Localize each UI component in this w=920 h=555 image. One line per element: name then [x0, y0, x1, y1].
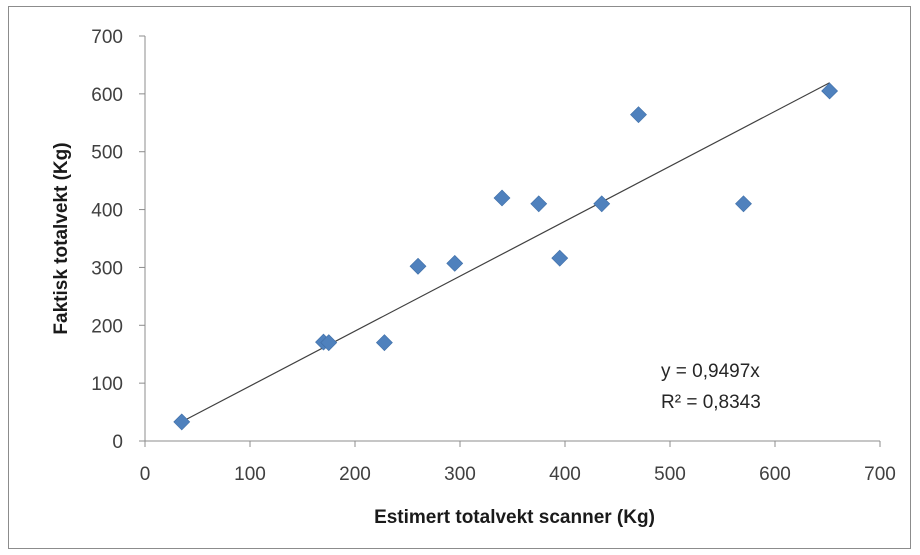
- y-axis-title: Faktisk totalvekt (Kg): [51, 142, 72, 334]
- x-tick-label: 500: [654, 464, 686, 485]
- x-tick-label: 300: [444, 464, 476, 485]
- data-point: [735, 195, 752, 213]
- y-tick-label: 200: [91, 316, 123, 337]
- y-tick-label: 500: [91, 143, 123, 164]
- data-point: [630, 106, 647, 124]
- y-tick-label: 0: [112, 432, 123, 453]
- x-axis-ticks: 0 100 200 300 400 500 600 700: [140, 441, 896, 485]
- data-point: [821, 82, 839, 100]
- data-point: [530, 195, 548, 213]
- x-tick-label: 600: [759, 464, 791, 485]
- plot-area: 0 100 200 300 400 500 600 700 0 100 200 300 400 500 6…: [91, 27, 896, 485]
- data-point: [446, 254, 464, 272]
- x-tick-label: 400: [549, 464, 581, 485]
- y-tick-label: 700: [91, 27, 123, 48]
- data-point: [593, 195, 611, 213]
- x-tick-label: 0: [140, 464, 151, 485]
- r-squared-label: R² = 0,8343: [661, 392, 761, 413]
- y-tick-label: 400: [91, 201, 123, 222]
- data-point: [493, 189, 511, 207]
- trendline: [181, 82, 830, 423]
- y-tick-label: 100: [91, 374, 123, 395]
- x-tick-label: 100: [234, 464, 266, 485]
- data-point: [173, 413, 191, 431]
- x-axis-title: Estimert totalvekt scanner (Kg): [374, 507, 655, 528]
- data-points: [173, 82, 839, 431]
- y-tick-label: 600: [91, 85, 123, 106]
- y-tick-label: 300: [91, 258, 123, 279]
- data-point: [375, 334, 393, 352]
- x-tick-label: 700: [864, 464, 896, 485]
- data-point: [551, 249, 569, 267]
- data-point: [320, 334, 338, 352]
- equation-label: y = 0,9497x: [661, 361, 760, 382]
- x-tick-label: 200: [339, 464, 371, 485]
- data-point: [409, 257, 427, 275]
- y-axis-ticks: 0 100 200 300 400 500 600 700: [91, 27, 145, 453]
- chart-frame: [8, 6, 911, 549]
